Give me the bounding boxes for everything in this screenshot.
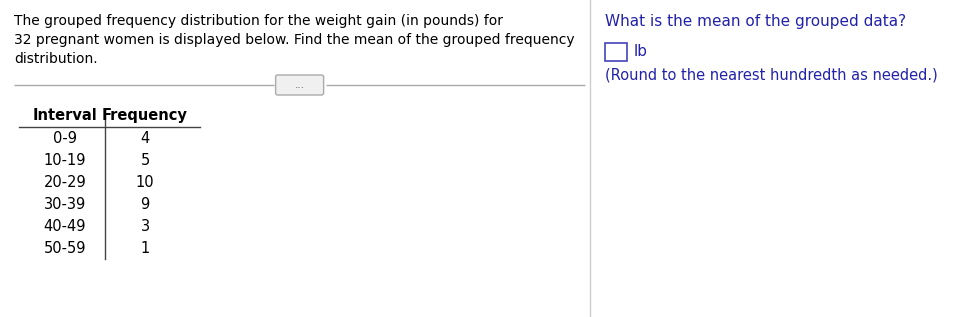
Text: 3: 3 [140,219,150,234]
Text: 40-49: 40-49 [43,219,86,234]
Text: (Round to the nearest hundredth as needed.): (Round to the nearest hundredth as neede… [606,67,938,82]
Text: ...: ... [295,80,304,90]
Text: 5: 5 [140,153,150,168]
Text: Interval: Interval [33,108,98,123]
Text: distribution.: distribution. [14,52,98,66]
Text: 1: 1 [140,241,150,256]
Text: 20-29: 20-29 [43,175,86,190]
Text: lb: lb [634,44,647,60]
FancyBboxPatch shape [275,75,324,95]
Text: 50-59: 50-59 [43,241,86,256]
Text: Frequency: Frequency [102,108,188,123]
Text: 10-19: 10-19 [43,153,86,168]
Text: What is the mean of the grouped data?: What is the mean of the grouped data? [606,14,906,29]
Text: 9: 9 [140,197,150,212]
Text: 30-39: 30-39 [43,197,86,212]
Text: 4: 4 [140,131,150,146]
Text: 10: 10 [135,175,155,190]
Text: 32 pregnant women is displayed below. Find the mean of the grouped frequency: 32 pregnant women is displayed below. Fi… [14,33,575,47]
FancyBboxPatch shape [606,43,627,61]
Text: The grouped frequency distribution for the weight gain (in pounds) for: The grouped frequency distribution for t… [14,14,503,28]
Text: 0-9: 0-9 [53,131,77,146]
